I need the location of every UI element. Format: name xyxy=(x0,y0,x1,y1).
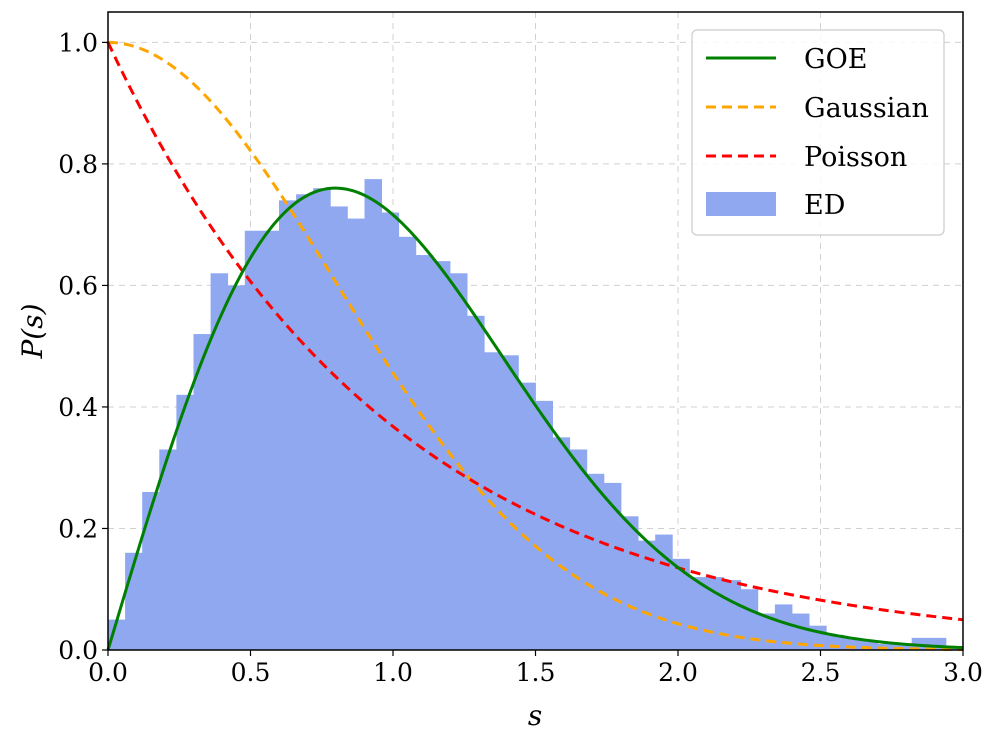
histogram-bar xyxy=(159,449,177,650)
histogram-bar xyxy=(894,643,913,650)
y-tick-label: 0.0 xyxy=(58,636,98,665)
histogram-bar xyxy=(672,558,690,650)
histogram-bar xyxy=(244,230,263,650)
histogram-bar xyxy=(296,194,314,651)
histogram-bar xyxy=(364,179,382,650)
histogram-bar xyxy=(330,206,348,650)
histogram-bar xyxy=(415,255,434,651)
x-tick-label: 3.0 xyxy=(943,658,983,687)
histogram-bar xyxy=(792,613,810,650)
histogram-bar xyxy=(347,218,365,651)
legend-label-gaussian: Gaussian xyxy=(804,93,929,124)
histogram-bar xyxy=(569,449,588,650)
ed-histogram xyxy=(108,179,964,651)
x-axis-label: s xyxy=(528,699,542,732)
x-tick-label: 0.0 xyxy=(88,658,128,687)
y-tick-label: 0.4 xyxy=(58,393,98,422)
y-tick-label: 0.8 xyxy=(58,150,98,179)
y-axis-label: P(s) xyxy=(16,303,49,359)
x-tick-label: 0.5 xyxy=(231,658,271,687)
x-tick-label: 2.5 xyxy=(801,658,841,687)
legend-label-ed: ED xyxy=(804,190,845,221)
y-tick-label: 1.0 xyxy=(58,28,98,57)
histogram-bar xyxy=(621,516,639,650)
histogram-bar xyxy=(261,230,280,650)
histogram-bar xyxy=(210,273,229,650)
x-tick-label: 1.0 xyxy=(373,658,413,687)
histogram-bar xyxy=(518,382,536,650)
histogram-bar xyxy=(193,334,211,650)
axis-ticks: 0.0 0.5 1.0 1.5 2.0 2.5 3.0 0.0 0.2 0.4 0.6 0.8 1.0 xyxy=(58,28,983,687)
histogram-bar xyxy=(313,188,331,650)
curve-goe xyxy=(106,186,964,651)
histogram-bar xyxy=(603,482,622,650)
x-tick-label: 2.0 xyxy=(658,658,698,687)
curve-gaussian xyxy=(107,40,964,651)
histogram-bar xyxy=(535,400,553,650)
histogram-bar xyxy=(108,619,126,650)
legend-label-goe: GOE xyxy=(804,44,867,75)
histogram-bar xyxy=(484,352,502,650)
histogram-bar xyxy=(142,492,160,650)
histogram-bar xyxy=(381,212,400,650)
histogram-bar xyxy=(432,261,451,650)
histogram-bar xyxy=(279,200,297,650)
theory-curves xyxy=(106,40,964,651)
y-tick-label: 0.6 xyxy=(58,271,98,300)
histogram-bar xyxy=(689,577,707,650)
histogram-bar xyxy=(176,394,194,650)
legend-box xyxy=(691,29,945,236)
histogram-bar xyxy=(723,580,742,650)
y-tick-label: 0.2 xyxy=(58,514,98,543)
histogram-bar xyxy=(501,355,519,650)
histogram-bar xyxy=(860,640,878,650)
legend: GOE Gaussian Poisson ED xyxy=(691,29,945,236)
histogram-bar xyxy=(398,236,417,651)
histogram-bar xyxy=(586,473,605,650)
histogram-bar xyxy=(774,604,793,650)
curve-poisson xyxy=(106,41,964,622)
histogram-bar xyxy=(227,285,246,650)
histogram-bar xyxy=(450,273,468,650)
x-tick-label: 1.5 xyxy=(516,658,556,687)
histogram-bar xyxy=(552,437,571,650)
histogram-bar xyxy=(740,589,759,650)
legend-label-poisson: Poisson xyxy=(804,142,907,173)
legend-swatch-ed xyxy=(706,192,776,216)
histogram-bar xyxy=(638,540,656,650)
